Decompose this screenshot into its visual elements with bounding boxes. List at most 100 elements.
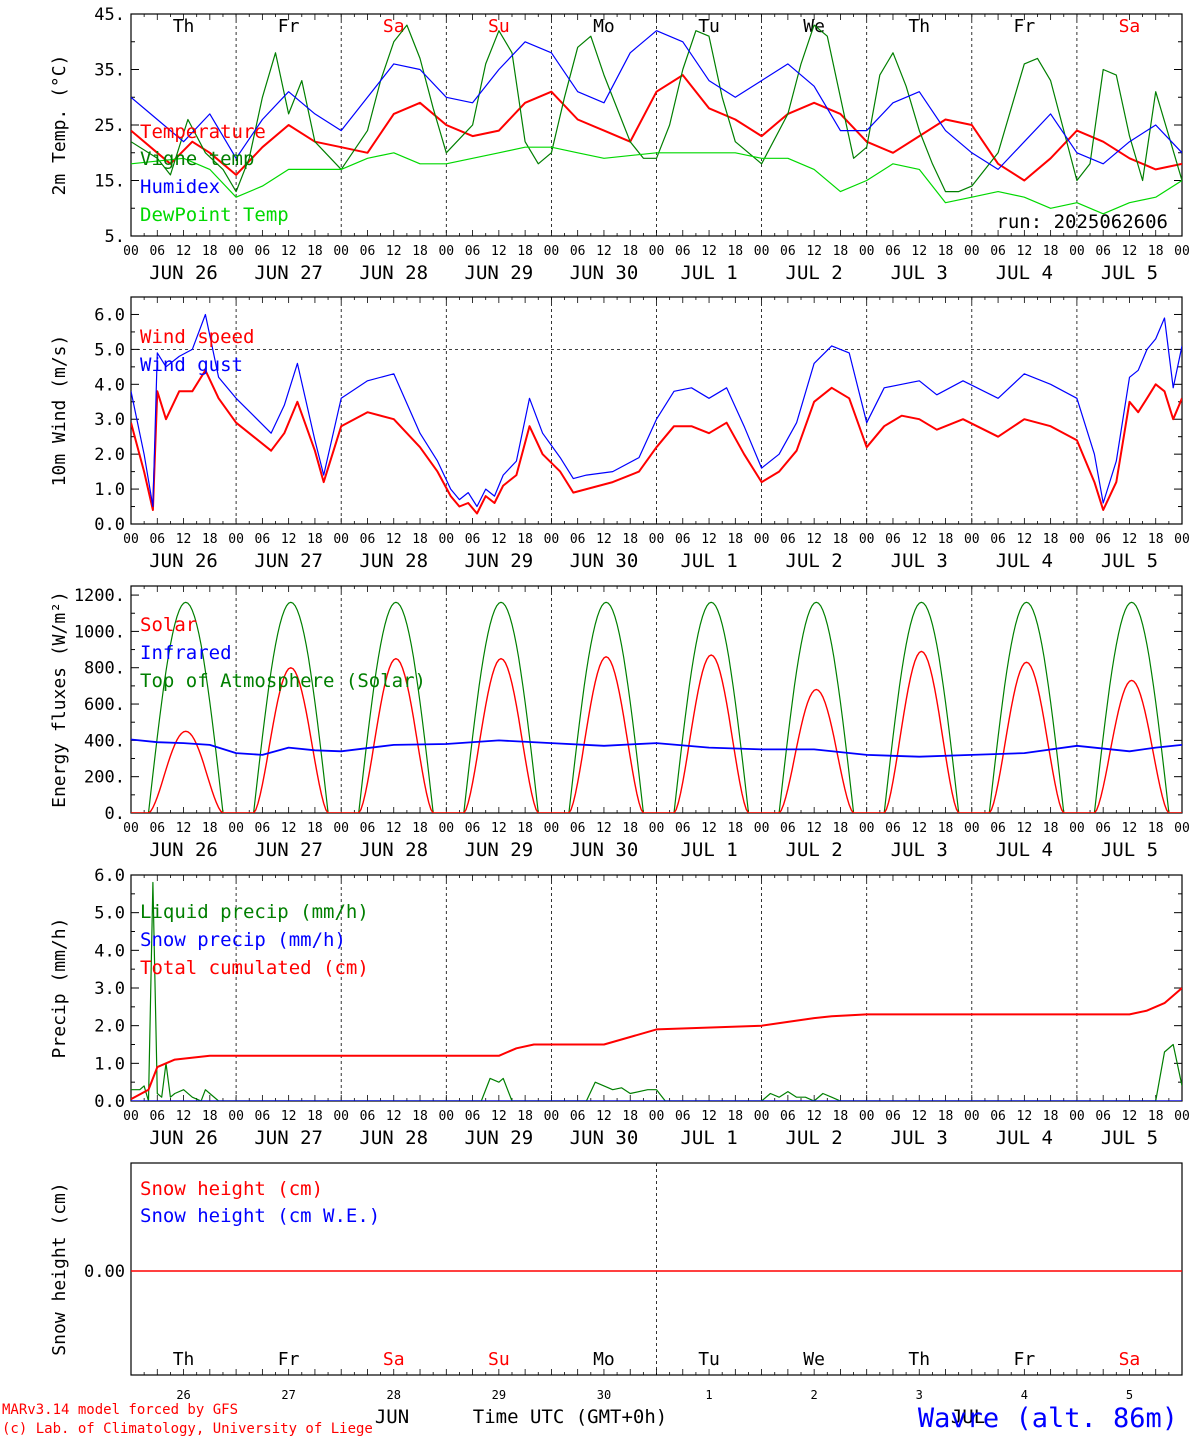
day-number-label: 3 [916,1388,923,1402]
legend-entry: Top of Atmosphere (Solar) [140,670,426,692]
day-of-week-label: Fr [278,16,300,37]
chart-wind: 0.0 1.0 2.0 3.0 4.0 5.0 6.0 10m Wind (m/s) 00 06 1… [49,296,1190,572]
legend-entry: Liquid precip (mm/h) [140,901,369,923]
hour-tick-label: 12 [176,1109,192,1124]
date-label: JUN 27 [254,1127,323,1149]
date-label: JUN 26 [149,1127,218,1149]
y-tick-label: 4.0 [94,375,125,395]
series-dewpoint-temp [131,146,1182,215]
y-tick-label: 5. [105,227,125,247]
time-axis-label: Time UTC (GMT+0h) [473,1406,667,1428]
hour-tick-label: 12 [701,244,717,259]
hour-tick-label: 06 [149,244,165,259]
date-label: JUN 30 [570,262,639,284]
hour-tick-label: 12 [386,821,402,836]
hour-tick-label: 18 [938,244,954,259]
hour-tick-label: 12 [806,244,822,259]
date-label: JUN 28 [359,839,428,861]
day-of-week-label: Th [908,16,930,37]
hour-tick-label: 12 [911,821,927,836]
hour-tick-label: 12 [806,821,822,836]
day-of-week-label: Fr [1014,1349,1036,1370]
date-label: JUN 28 [359,262,428,284]
hour-tick-label: 00 [123,1109,139,1124]
hour-tick-label: 18 [833,244,849,259]
day-of-week-label: Sa [1119,1349,1141,1370]
series-humidex [131,30,1182,170]
series-solar [131,650,1182,813]
hour-tick-label: 12 [386,532,402,547]
legend-entry: Snow height (cm W.E.) [140,1205,380,1227]
hour-tick-label: 12 [386,244,402,259]
hour-tick-label: 12 [1122,244,1138,259]
y-tick-label: 1.0 [94,480,125,500]
hour-tick-label: 12 [281,244,297,259]
date-label: JUN 27 [254,839,323,861]
hour-tick-label: 00 [649,532,665,547]
series-infrared [131,738,1182,758]
day-of-week-label: Th [908,1349,930,1370]
hour-tick-label: 06 [1095,244,1111,259]
date-label: JUL 2 [786,550,843,572]
hour-tick-label: 12 [596,532,612,547]
y-tick-label: 200. [84,768,125,788]
date-label: JUL 5 [1101,839,1158,861]
run-label: run: 2025062606 [996,211,1168,233]
hour-tick-label: 18 [517,244,533,259]
hour-tick-label: 00 [964,821,980,836]
hour-tick-label: 18 [307,821,323,836]
hour-tick-label: 12 [176,532,192,547]
y-axis-label: Precip (mm/h) [49,918,70,1059]
hour-tick-label: 18 [727,1109,743,1124]
date-label: JUL 3 [891,1127,948,1149]
date-label: JUL 3 [891,262,948,284]
hour-tick-label: 06 [149,1109,165,1124]
hour-tick-label: 18 [412,1109,428,1124]
hour-tick-label: 06 [990,1109,1006,1124]
hour-tick-label: 00 [964,532,980,547]
hour-tick-label: 06 [149,532,165,547]
hour-tick-label: 12 [281,1109,297,1124]
hour-tick-label: 18 [202,1109,218,1124]
legend-entry: DewPoint Temp [140,204,289,226]
hour-tick-label: 12 [1122,1109,1138,1124]
y-tick-label: 0.0 [94,1092,125,1112]
hour-tick-label: 18 [1043,821,1059,836]
hour-tick-label: 12 [1017,532,1033,547]
legend-entry: Solar [140,614,197,636]
date-label: JUL 1 [680,839,737,861]
y-tick-label: 0. [105,804,125,824]
y-tick-label: 2.0 [94,1017,125,1037]
hour-tick-label: 12 [911,1109,927,1124]
chart-snow: 0.00 Snow height (cm) Th 26 Fr 27 Sa 28 Su 29 Mo 30… [49,1162,1183,1402]
date-label: JUN 29 [465,839,534,861]
date-label: JUL 3 [891,550,948,572]
day-of-week-label: Su [488,16,510,37]
hour-tick-label: 00 [1174,244,1190,259]
hour-tick-label: 12 [386,1109,402,1124]
y-tick-label: 4.0 [94,941,125,961]
hour-tick-label: 00 [544,532,560,547]
hour-tick-label: 06 [780,532,796,547]
hour-tick-label: 12 [1017,1109,1033,1124]
day-number-label: 5 [1126,1388,1133,1402]
y-tick-label: 6.0 [94,866,125,886]
hour-tick-label: 00 [1069,244,1085,259]
y-tick-label: 15. [94,172,125,192]
hour-tick-label: 18 [202,532,218,547]
legend-entry: Temperature [140,121,266,143]
hour-tick-label: 18 [412,244,428,259]
hour-tick-label: 00 [228,1109,244,1124]
hour-tick-label: 00 [649,244,665,259]
y-tick-label: 1200. [74,586,125,606]
hour-tick-label: 00 [544,821,560,836]
hour-tick-label: 18 [1043,244,1059,259]
date-label: JUN 28 [359,1127,428,1149]
date-label: JUL 4 [996,262,1053,284]
legend-entry: Total cumulated (cm) [140,957,369,979]
station-label: Wavre (alt. 86m) [918,1403,1178,1434]
date-label: JUL 4 [996,550,1053,572]
hour-tick-label: 06 [780,1109,796,1124]
hour-tick-label: 06 [570,821,586,836]
footer: MARv3.14 model forced by GFS (c) Lab. of… [2,1402,1178,1437]
